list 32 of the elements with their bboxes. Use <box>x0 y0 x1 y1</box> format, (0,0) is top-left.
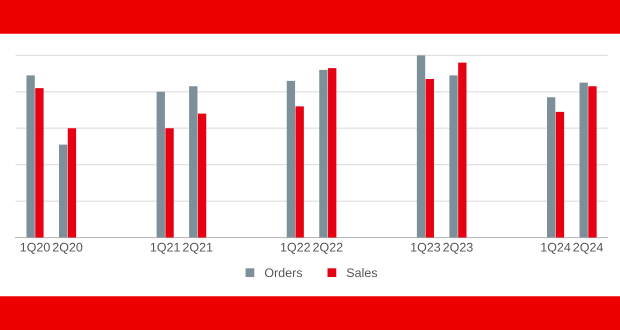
bar <box>328 68 336 238</box>
bar <box>588 86 597 238</box>
bar <box>68 128 76 238</box>
bar <box>458 62 467 238</box>
x-tick-label: 1Q21 <box>150 242 180 254</box>
bar <box>580 82 588 238</box>
bar <box>556 112 564 238</box>
bar <box>198 114 206 238</box>
bar <box>26 75 35 238</box>
bar <box>546 97 556 238</box>
bar <box>426 79 434 238</box>
legend-label: Sales <box>346 268 378 278</box>
x-tick-label: 2Q24 <box>573 242 604 254</box>
x-tick-label: 2Q21 <box>183 242 212 254</box>
x-tick-label: 2Q20 <box>52 242 82 254</box>
bar <box>286 80 296 238</box>
bar <box>449 75 458 238</box>
x-tick-label: 2Q22 <box>313 242 342 254</box>
x-tick-label: 1Q23 <box>411 242 440 254</box>
bar <box>35 88 44 238</box>
bar <box>416 55 426 238</box>
bar <box>156 92 165 238</box>
bar <box>58 144 68 238</box>
bar <box>296 106 304 238</box>
x-tick-label: 1Q20 <box>20 242 50 254</box>
bar <box>189 86 198 238</box>
bar <box>319 70 328 238</box>
x-tick-label: 1Q24 <box>541 242 570 254</box>
x-tick-label: 2Q23 <box>443 242 473 254</box>
bar <box>165 128 174 238</box>
legend-label: Orders <box>264 268 302 278</box>
x-tick-label: 1Q22 <box>280 242 310 254</box>
